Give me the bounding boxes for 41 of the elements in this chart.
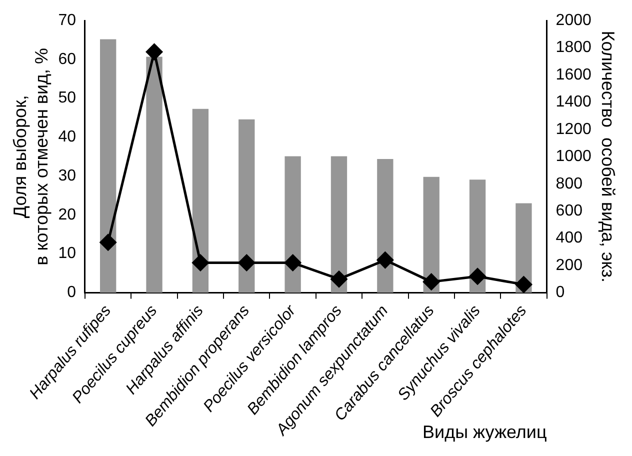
y-tick-label: 20 — [58, 206, 76, 224]
y2-tick-label: 400 — [556, 230, 583, 247]
y-tick-label: 50 — [58, 90, 76, 107]
y2-tick-label: 1000 — [556, 148, 592, 166]
point — [100, 234, 116, 251]
y-tick-label: 60 — [58, 50, 76, 68]
y2-tick-label: 600 — [556, 202, 583, 220]
point — [515, 276, 532, 293]
y2-tick-label: 800 — [556, 175, 583, 192]
point — [376, 252, 394, 268]
bar — [284, 156, 301, 293]
y2-tick-label: 1400 — [556, 94, 592, 111]
point — [284, 254, 302, 272]
y-tick-label: 40 — [58, 128, 76, 146]
y2-tick-label: 1600 — [556, 66, 592, 84]
point — [469, 268, 486, 285]
y-tick-label: 0 — [67, 284, 76, 302]
bar — [192, 108, 209, 293]
y-tick-label: 30 — [58, 167, 76, 184]
y-tick-label: 10 — [58, 245, 76, 262]
point — [238, 254, 255, 272]
y-axis-title: Доля выборок, в которых отмечен вид, % — [10, 48, 52, 266]
bar — [238, 119, 255, 293]
point — [192, 254, 209, 272]
y2-tick-label: 2000 — [556, 12, 592, 30]
point — [146, 44, 163, 60]
y2-tick-label: 1800 — [556, 39, 592, 56]
y-tick-label: 70 — [58, 12, 76, 30]
y2-axis-title: Количество особей вида, экз. — [598, 30, 618, 283]
bar — [469, 180, 486, 293]
bar — [377, 158, 394, 293]
point — [423, 274, 440, 290]
bar — [330, 156, 348, 293]
y2-tick-label: 200 — [556, 256, 583, 274]
x-axis-title: Виды жужелиц — [422, 422, 547, 442]
bar — [100, 39, 116, 293]
y2-tick-label: 0 — [556, 284, 565, 302]
point — [330, 270, 348, 288]
y2-tick-label: 1200 — [556, 120, 592, 138]
bar — [423, 176, 440, 293]
bar — [146, 56, 162, 293]
